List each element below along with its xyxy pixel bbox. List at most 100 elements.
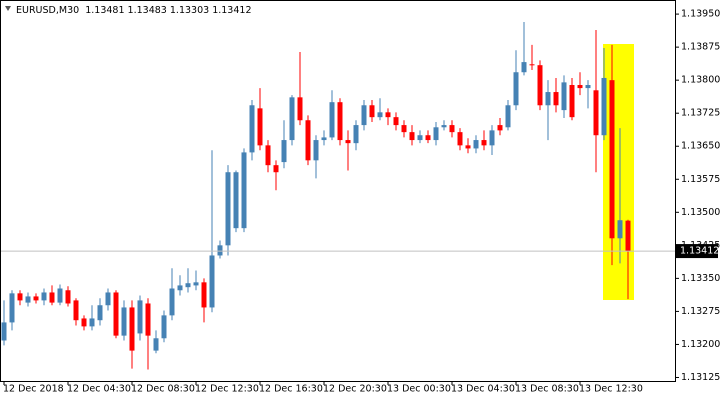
candle-body <box>513 72 519 106</box>
candle-body <box>41 292 47 301</box>
candle-body <box>193 282 199 286</box>
x-tick-label: 12 Dec 08:30 <box>131 384 195 395</box>
price-label-box <box>676 244 718 259</box>
candle-body <box>49 292 55 303</box>
candle-body <box>617 220 623 239</box>
candle-body <box>449 125 455 133</box>
candle-body <box>129 307 135 351</box>
candle-body <box>81 318 87 327</box>
candle-body <box>185 283 191 288</box>
candle-body <box>105 292 111 306</box>
candle-body <box>537 65 543 106</box>
candle-body <box>569 85 575 118</box>
header-open: 1.13481 <box>85 5 124 16</box>
x-tick-label: 12 Dec 20:30 <box>323 384 387 395</box>
header: EURUSD,M30 1.13481 1.13483 1.13303 1.134… <box>16 5 252 16</box>
candle-body <box>601 77 607 136</box>
candle-body <box>25 296 31 303</box>
candle-body <box>577 85 583 89</box>
candle-body <box>497 125 503 131</box>
candle-body <box>321 137 327 141</box>
y-tick-label: 1.13125 <box>681 372 720 383</box>
candle-body <box>385 112 391 118</box>
candle-body <box>281 140 287 163</box>
candle-body <box>57 288 63 303</box>
candle-body <box>1 322 7 341</box>
candle-body <box>145 303 151 336</box>
candle-body <box>521 62 527 73</box>
candle-body <box>393 117 399 126</box>
candle-body <box>529 64 535 66</box>
x-tick-label: 13 Dec 08:30 <box>515 384 579 395</box>
candle-body <box>473 140 479 149</box>
candle-body <box>153 338 159 351</box>
candle-body <box>305 120 311 161</box>
candle-body <box>241 152 247 229</box>
x-tick-label: 12 Dec 04:30 <box>67 384 131 395</box>
candle-body <box>97 305 103 321</box>
candle-body <box>369 105 375 118</box>
candle-body <box>561 82 567 111</box>
candle-body <box>73 300 79 321</box>
candle-body <box>17 293 23 301</box>
y-tick-label: 1.13350 <box>681 273 720 284</box>
y-tick-label: 1.13500 <box>681 207 720 218</box>
candle-body <box>257 108 263 146</box>
candle-body <box>401 125 407 133</box>
price-label: 1.13412 <box>680 246 719 257</box>
candle-body <box>609 80 615 239</box>
header-icon <box>5 6 11 11</box>
y-tick-label: 1.13725 <box>681 108 720 119</box>
candle-body <box>121 307 127 336</box>
candle-body <box>417 135 423 141</box>
candle-body <box>353 125 359 144</box>
x-tick-label: 12 Dec 16:30 <box>259 384 323 395</box>
candle-body <box>345 140 351 144</box>
candle-body <box>201 282 207 308</box>
candle-body <box>177 285 183 291</box>
x-tick-label: 13 Dec 00:30 <box>387 384 451 395</box>
candle-body <box>409 132 415 141</box>
candle-body <box>289 97 295 141</box>
candle-body <box>137 300 143 334</box>
candle-body <box>89 318 95 327</box>
y-tick-label: 1.13800 <box>681 75 720 86</box>
x-tick-label: 12 Dec 12:30 <box>195 384 259 395</box>
candle-body <box>233 172 239 229</box>
candle-body <box>545 92 551 106</box>
candle-body <box>593 90 599 136</box>
candle-body <box>209 255 215 308</box>
candle-body <box>33 296 39 301</box>
candle-body <box>377 112 383 118</box>
candle-body <box>441 125 447 128</box>
header-high: 1.13483 <box>128 5 167 16</box>
y-tick-label: 1.13275 <box>681 306 720 317</box>
y-tick-label: 1.13575 <box>681 174 720 185</box>
candle-body <box>161 315 167 339</box>
candle-body <box>313 140 319 161</box>
candle-body <box>329 102 335 138</box>
candle-body <box>433 127 439 141</box>
candle-body <box>217 245 223 256</box>
candle-body <box>457 132 463 146</box>
candle-body <box>425 135 431 141</box>
highlight <box>603 44 634 300</box>
candle-body <box>273 165 279 173</box>
candle-body <box>169 288 175 316</box>
x-tick-label: 13 Dec 04:30 <box>451 384 515 395</box>
plot-frame <box>0 0 676 382</box>
y-tick-label: 1.13650 <box>681 141 720 152</box>
symbol: EURUSD,M30 <box>16 5 79 16</box>
y-tick-label: 1.13875 <box>681 42 720 53</box>
y-tick-label: 1.13200 <box>681 339 720 350</box>
x-tick-label: 13 Dec 12:30 <box>579 384 643 395</box>
candle-body <box>297 97 303 121</box>
plot <box>0 22 675 370</box>
candle-body <box>225 172 231 246</box>
candle-body <box>9 293 15 323</box>
candle-body <box>249 105 255 153</box>
x-tick-label: 12 Dec 2018 <box>3 384 64 395</box>
candle-body <box>489 130 495 146</box>
